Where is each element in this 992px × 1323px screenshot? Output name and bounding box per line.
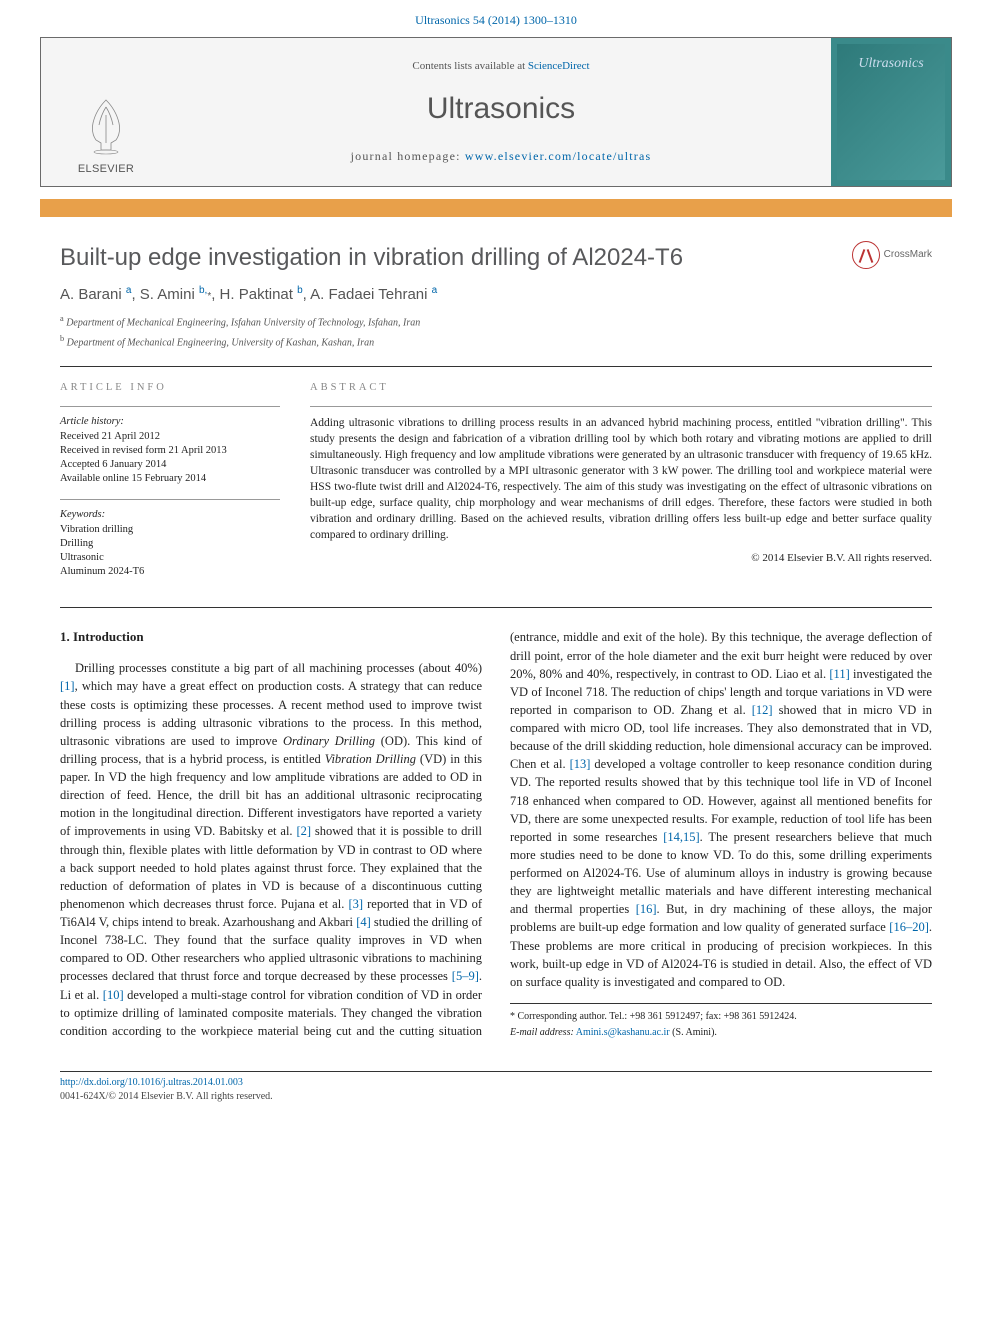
divider-top <box>60 366 932 367</box>
issn-copyright-line: 0041-624X/© 2014 Elsevier B.V. All right… <box>60 1090 932 1104</box>
citation-link[interactable]: Ultrasonics 54 (2014) 1300–1310 <box>415 13 577 27</box>
journal-name: Ultrasonics <box>179 88 823 130</box>
history-line: Accepted 6 January 2014 <box>60 458 280 472</box>
info-divider-2 <box>60 499 280 500</box>
sciencedirect-link[interactable]: ScienceDirect <box>528 60 590 72</box>
crossmark-label: CrossMark <box>884 248 932 262</box>
publisher-logo-block: ELSEVIER <box>41 38 171 186</box>
keyword-line: Drilling <box>60 537 280 551</box>
abstract-copyright: © 2014 Elsevier B.V. All rights reserved… <box>310 551 932 566</box>
keyword-line: Ultrasonic <box>60 551 280 565</box>
abstract-divider <box>310 406 932 407</box>
history-line: Received 21 April 2012 <box>60 430 280 444</box>
crossmark-badge[interactable]: CrossMark <box>852 241 932 269</box>
body-columns: 1. Introduction Drilling processes const… <box>60 628 932 1041</box>
divider-bottom <box>60 607 932 608</box>
history-line: Received in revised form 21 April 2013 <box>60 444 280 458</box>
journal-header: ELSEVIER Contents lists available at Sci… <box>40 37 952 187</box>
abstract-text: Adding ultrasonic vibrations to drilling… <box>310 415 932 544</box>
affiliation-line: b Department of Mechanical Engineering, … <box>60 333 932 350</box>
info-divider-1 <box>60 406 280 407</box>
keywords-block: Keywords: Vibration drillingDrillingUltr… <box>60 508 280 580</box>
section-number: 1. <box>60 629 70 644</box>
orange-divider-bar <box>40 199 952 217</box>
elsevier-tree-icon <box>81 95 131 155</box>
homepage-prefix: journal homepage: <box>351 149 465 163</box>
keyword-line: Vibration drilling <box>60 523 280 537</box>
contents-prefix: Contents lists available at <box>412 60 527 72</box>
doi-footer: http://dx.doi.org/10.1016/j.ultras.2014.… <box>60 1071 932 1104</box>
history-header: Article history: <box>60 415 280 429</box>
section-heading: 1. Introduction <box>60 628 482 647</box>
corresponding-email-link[interactable]: Amini.s@kashanu.ac.ir <box>576 1027 670 1038</box>
publisher-name: ELSEVIER <box>78 162 134 177</box>
article-title: Built-up edge investigation in vibration… <box>60 241 852 275</box>
intro-paragraph: Drilling processes constitute a big part… <box>60 628 932 1041</box>
header-center: Contents lists available at ScienceDirec… <box>171 38 831 186</box>
authors-line: A. Barani a, S. Amini b,*, H. Paktinat b… <box>60 284 932 305</box>
history-line: Available online 15 February 2014 <box>60 472 280 486</box>
crossmark-icon <box>852 241 880 269</box>
article-info-label: article info <box>60 381 280 396</box>
doi-link[interactable]: http://dx.doi.org/10.1016/j.ultras.2014.… <box>60 1077 243 1088</box>
article-history-block: Article history: Received 21 April 2012R… <box>60 415 280 487</box>
email-line: E-mail address: Amini.s@kashanu.ac.ir (S… <box>510 1026 932 1041</box>
email-suffix: (S. Amini). <box>672 1027 717 1038</box>
cover-title: Ultrasonics <box>858 54 923 74</box>
section-title: Introduction <box>73 629 144 644</box>
contents-available-line: Contents lists available at ScienceDirec… <box>179 59 823 74</box>
citation-bar: Ultrasonics 54 (2014) 1300–1310 <box>0 0 992 37</box>
article-info-column: article info Article history: Received 2… <box>60 381 280 591</box>
email-label: E-mail address: <box>510 1027 574 1038</box>
journal-homepage-link[interactable]: www.elsevier.com/locate/ultras <box>465 149 652 163</box>
affiliations: a Department of Mechanical Engineering, … <box>60 313 932 350</box>
affiliation-line: a Department of Mechanical Engineering, … <box>60 313 932 330</box>
journal-cover: Ultrasonics <box>831 38 951 186</box>
corresponding-line: * Corresponding author. Tel.: +98 361 59… <box>510 1010 932 1025</box>
keyword-line: Aluminum 2024-T6 <box>60 565 280 579</box>
journal-homepage-line: journal homepage: www.elsevier.com/locat… <box>179 148 823 165</box>
keywords-header: Keywords: <box>60 508 280 522</box>
abstract-column: abstract Adding ultrasonic vibrations to… <box>310 381 932 591</box>
corresponding-author-footnote: * Corresponding author. Tel.: +98 361 59… <box>510 1003 932 1041</box>
abstract-label: abstract <box>310 381 932 396</box>
